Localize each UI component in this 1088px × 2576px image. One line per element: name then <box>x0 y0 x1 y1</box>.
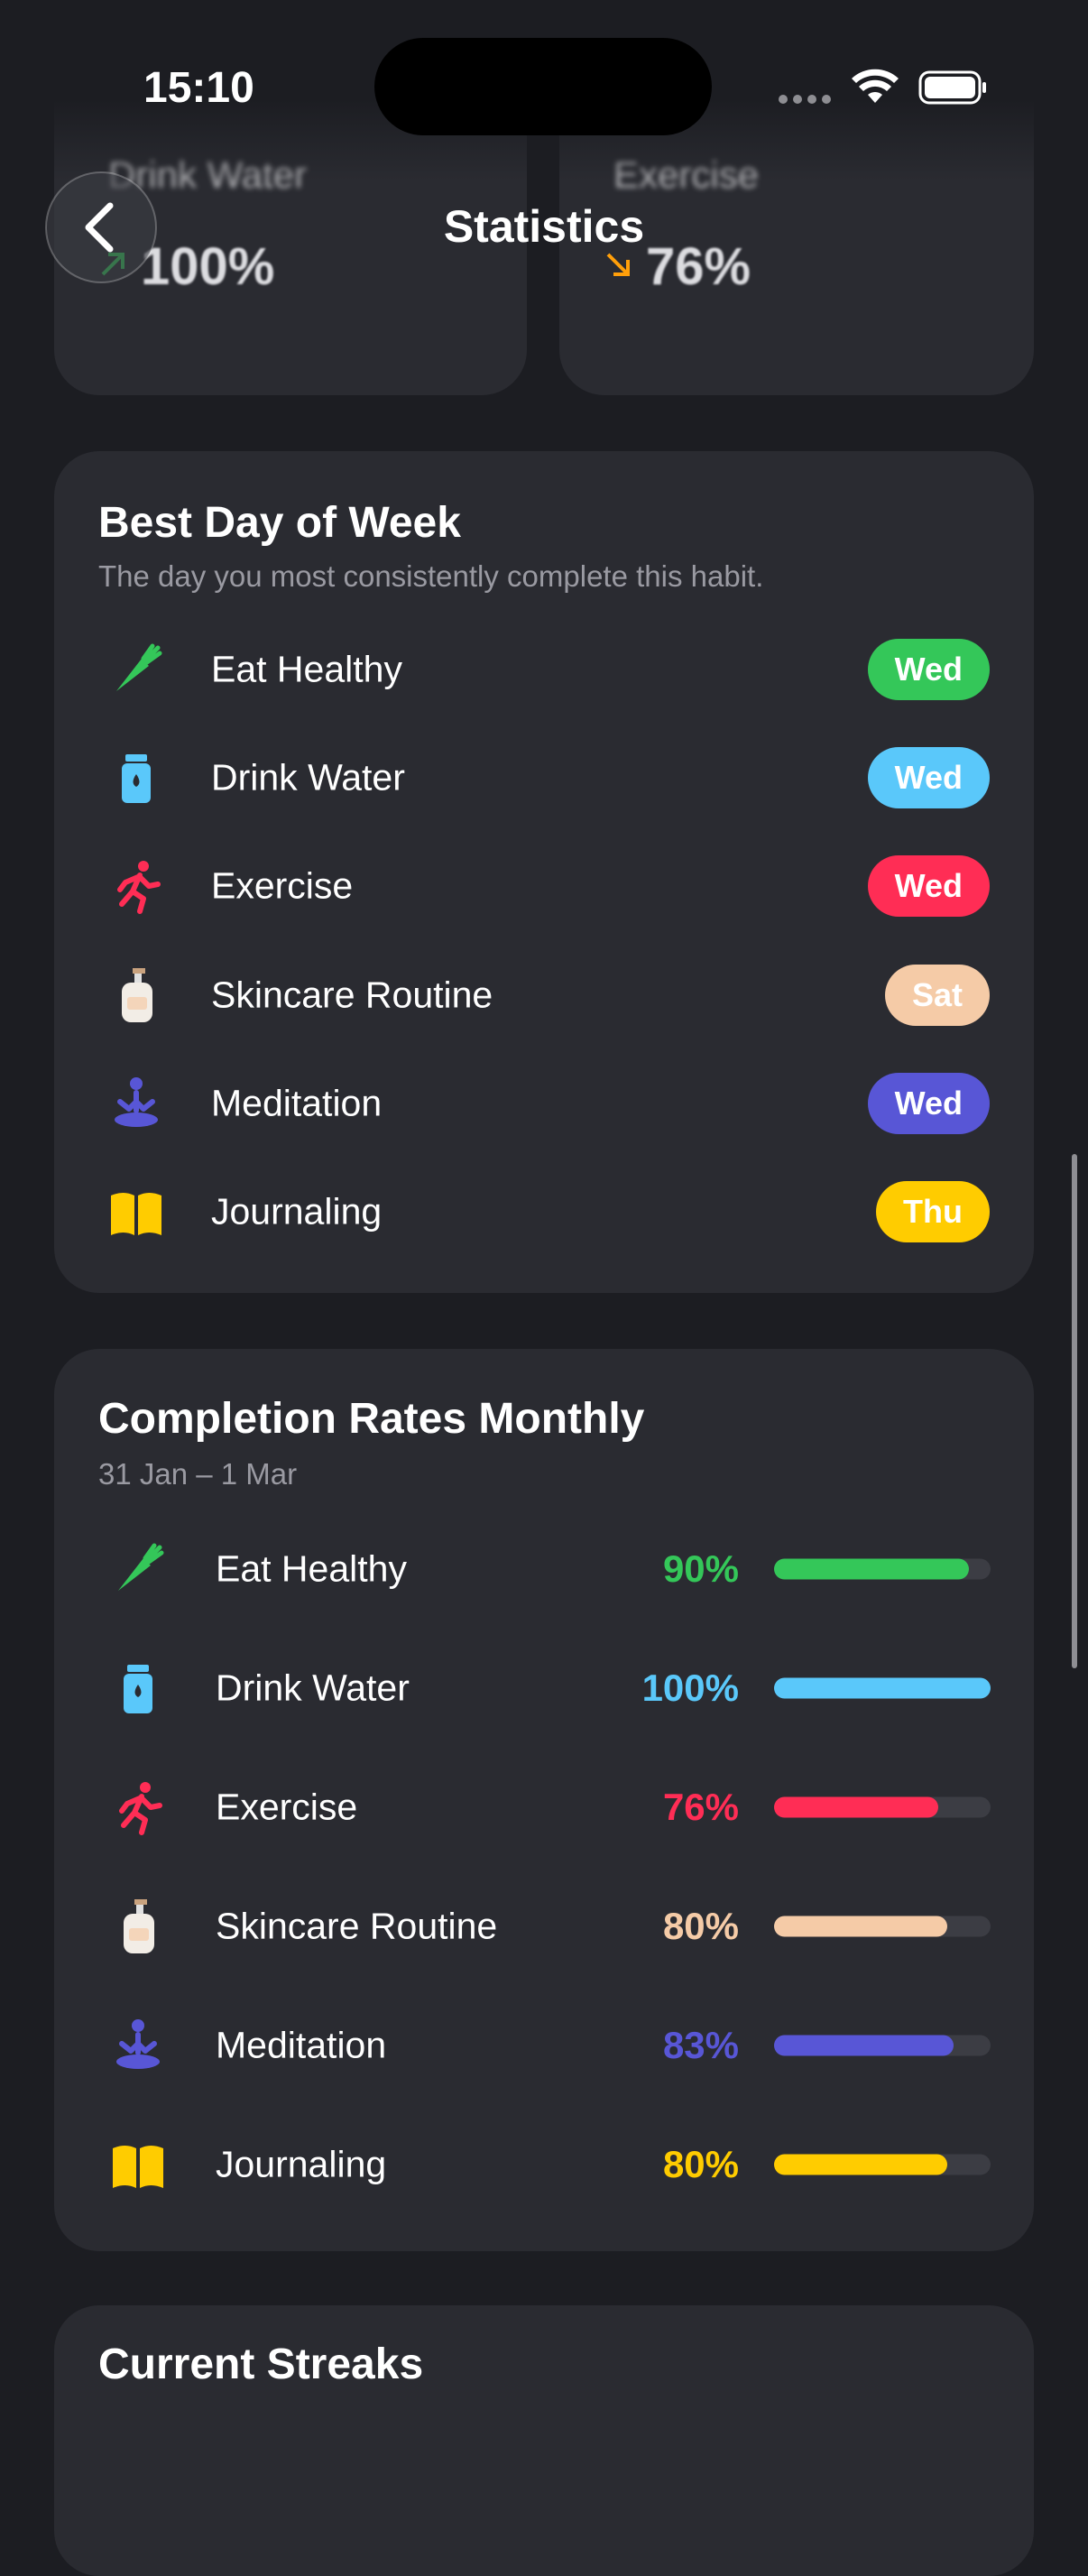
card-title: Completion Rates Monthly <box>98 1395 645 1443</box>
rate-track <box>774 1796 991 1818</box>
rate-track <box>774 1916 991 1937</box>
rate-label: 76% <box>662 1786 739 1828</box>
rate-track <box>774 2035 991 2056</box>
rate-label: 100% <box>641 1667 739 1709</box>
habit-icon <box>116 643 162 691</box>
habit-icon <box>113 2146 163 2188</box>
habit-name: Journaling <box>216 2143 387 2185</box>
habit-name: Drink Water <box>211 756 405 799</box>
habit-icon <box>124 1665 152 1713</box>
habit-name: Exercise <box>216 1786 358 1828</box>
summary-value: 76% <box>646 237 751 296</box>
habit-name: Eat Healthy <box>216 1547 407 1590</box>
rate-track <box>774 1558 991 1580</box>
rate-bar <box>774 1677 991 1699</box>
habit-name: Eat Healthy <box>211 648 402 690</box>
rate-track <box>774 1677 991 1699</box>
habit-icon <box>122 754 151 804</box>
habit-name: Journaling <box>211 1190 383 1233</box>
day-pill: Wed <box>867 1072 990 1134</box>
card-title: Current Streaks <box>98 2341 424 2388</box>
day-pill: Wed <box>867 855 990 918</box>
completion-card: Completion Rates Monthly 31 Jan – 1 Mar … <box>54 1349 1034 2251</box>
card-subtitle: 31 Jan – 1 Mar <box>98 1457 298 1491</box>
habit-icon <box>119 1782 162 1835</box>
header-title: Statistics <box>443 201 645 252</box>
status-icons <box>779 69 986 105</box>
scrollbar <box>1072 1154 1077 1668</box>
habit-name: Meditation <box>211 1082 383 1124</box>
day-pill: Thu <box>876 1181 990 1242</box>
back-button[interactable] <box>43 170 161 287</box>
summary-value: 100% <box>141 237 275 296</box>
rate-label: 90% <box>662 1547 739 1590</box>
habit-name: Meditation <box>216 2024 387 2066</box>
habit-icon <box>111 1193 161 1235</box>
rate-label: 80% <box>662 1905 739 1947</box>
day-pill: Wed <box>867 639 990 700</box>
habit-name: Skincare Routine <box>216 1905 498 1947</box>
day-pill: Wed <box>867 747 990 809</box>
habit-icon <box>124 1899 154 1953</box>
dynamic-island <box>374 38 712 135</box>
habit-name: Exercise <box>211 864 354 907</box>
habit-name: Drink Water <box>216 1667 410 1709</box>
rate-label: 83% <box>662 2024 739 2066</box>
habit-name: Skincare Routine <box>211 974 493 1016</box>
rate-bar <box>774 1796 939 1818</box>
rate-label: 80% <box>662 2143 739 2185</box>
card-title: Best Day of Week <box>98 499 461 547</box>
rate-bar <box>774 1916 947 1937</box>
rate-bar <box>774 1558 969 1580</box>
rate-bar <box>774 2035 954 2056</box>
rate-track <box>774 2154 991 2175</box>
best-day-card: Best Day of Week The day you most consis… <box>54 451 1034 1293</box>
day-pill: Sat <box>884 964 990 1026</box>
rate-bar <box>774 2154 947 2175</box>
card-subtitle: The day you most consistently complete t… <box>98 559 764 593</box>
streak-card: Current Streaks <box>54 2305 1034 2576</box>
trend-arrow <box>606 253 630 276</box>
habit-icon <box>116 2019 160 2069</box>
status-time: 15:10 <box>143 64 254 112</box>
habit-icon <box>115 1076 158 1127</box>
habit-icon <box>118 1543 164 1591</box>
habit-icon <box>122 967 152 1022</box>
habit-icon <box>117 861 161 915</box>
